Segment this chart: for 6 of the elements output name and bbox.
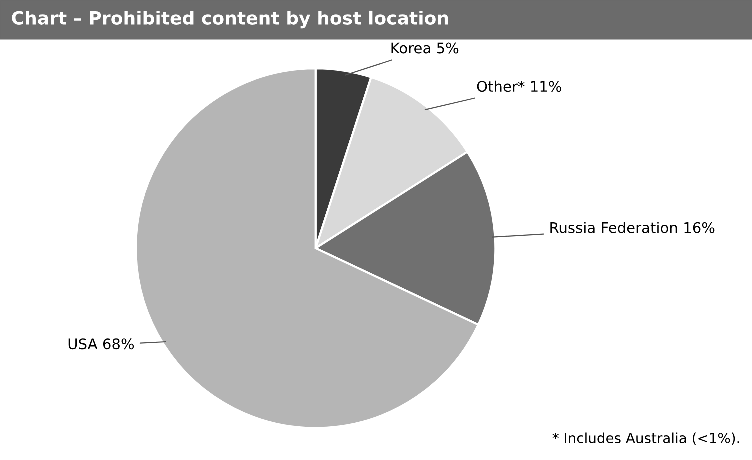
slice-label: Korea 5% [392,42,459,54]
slice-label: USA 68% [68,338,134,350]
chart-title: Chart – Prohibited content by host location [12,10,448,29]
slice-label: Other* 11% [477,80,562,92]
slice-label: Russia Federation 16% [550,222,715,234]
text: * Includes Australia (<1%). [552,432,740,446]
